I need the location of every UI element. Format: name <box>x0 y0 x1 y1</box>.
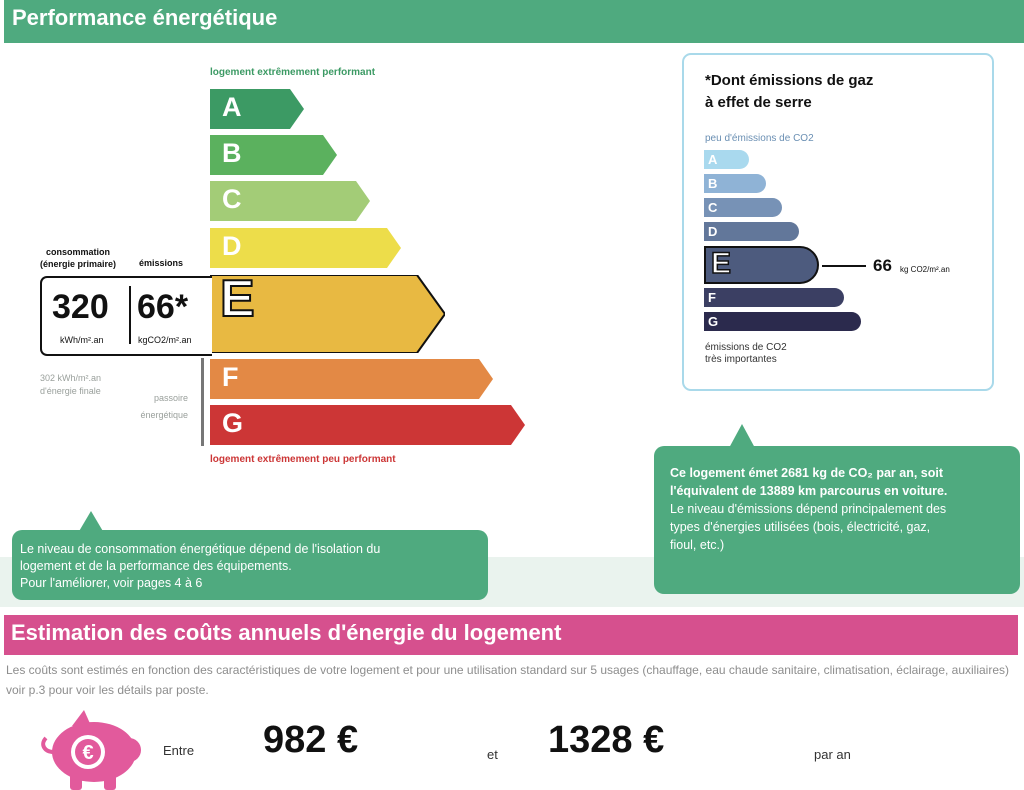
energy-class-d: D <box>210 228 401 268</box>
callout-left-line1: Le niveau de consommation énergétique dé… <box>20 542 381 556</box>
piggy-bank-icon: € <box>41 710 141 790</box>
consumption-divider <box>129 286 131 344</box>
costs-title: Estimation des coûts annuels d'énergie d… <box>11 620 562 645</box>
callout-right-bold-line1: Ce logement émet 2681 kg de CO₂ par an, … <box>670 466 943 480</box>
costs-header: Estimation des coûts annuels d'énergie d… <box>4 615 1018 655</box>
co2-value-unit: kg CO2/m².an <box>900 265 950 274</box>
consumption-box <box>40 276 212 356</box>
section-header: Performance énergétique <box>4 0 1024 43</box>
co2-top-label: peu d'émissions de CO2 <box>705 133 814 144</box>
co2-bottom-line2: très importantes <box>705 354 777 365</box>
energy-class-g: G <box>210 405 525 445</box>
costs-description: Les coûts sont estimés en fonction des c… <box>6 663 1010 697</box>
co2-class-letter: E <box>710 246 732 281</box>
callout-right-line3: Le niveau d'émissions dépend principalem… <box>670 502 947 516</box>
consumption-header: consommation (énergie primaire) <box>28 246 128 270</box>
callout-left-line2: logement et de la performance des équipe… <box>20 559 292 573</box>
callout-right-bold-line2: l'équivalent de 13889 km parcourus en vo… <box>670 484 948 498</box>
consumption-header-line1: consommation <box>45 247 110 257</box>
co2-class-a: A <box>704 150 749 169</box>
callout-left-line3: Pour l'améliorer, voir pages 4 à 6 <box>20 576 203 590</box>
callout-left: Le niveau de consommation énergétique dé… <box>12 530 488 600</box>
energy-class-letter: A <box>222 92 242 122</box>
energy-class-letter: F <box>222 362 239 392</box>
energy-class-letter: E <box>219 269 256 329</box>
callout-right-line4: types d'énergies utilisées (bois, électr… <box>670 520 931 534</box>
consumption-unit: kWh/m².an <box>60 335 104 345</box>
co2-class-letter: A <box>708 152 718 167</box>
final-energy-line1: 302 kWh/m².an <box>40 373 102 383</box>
energy-class-a: A <box>210 89 304 129</box>
co2-bottom-line1: émissions de CO2 <box>705 342 787 353</box>
final-energy-note: 302 kWh/m².an d'énergie finale <box>40 372 101 398</box>
co2-class-e: E <box>704 246 819 284</box>
energy-class-c: C <box>210 181 370 221</box>
scale-bottom-label: logement extrêmement peu performant <box>210 454 396 465</box>
and-label: et <box>487 747 498 762</box>
co2-class-letter: B <box>708 176 718 191</box>
energy-class-letter: B <box>222 138 242 168</box>
co2-class-letter: F <box>708 290 716 305</box>
passoire-bracket <box>201 358 204 446</box>
final-energy-line2: d'énergie finale <box>40 386 101 396</box>
passoire-line1: passoire <box>153 393 188 403</box>
co2-class-g: G <box>704 312 861 331</box>
between-label: Entre <box>163 743 195 758</box>
euro-symbol: € <box>82 742 93 764</box>
per-year-label: par an <box>814 747 851 762</box>
co2-class-letter: C <box>708 200 718 215</box>
passoire-note: passoire énergétique <box>120 390 188 424</box>
consumption-header-line2: (énergie primaire) <box>39 259 117 269</box>
callout-left-pointer <box>78 511 104 533</box>
energy-class-b: B <box>210 135 337 175</box>
co2-class-f: F <box>704 288 844 307</box>
co2-pointer-line <box>822 265 866 267</box>
energy-class-letter: G <box>222 408 244 438</box>
co2-class-letter: D <box>708 224 718 239</box>
callout-right-line5: fioul, etc.) <box>670 538 725 552</box>
co2-title-line2: à effet de serre <box>705 94 812 111</box>
co2-class-letter: G <box>708 314 719 329</box>
energy-class-e: E <box>210 269 445 353</box>
callout-right: Ce logement émet 2681 kg de CO₂ par an, … <box>654 446 1020 594</box>
energy-class-letter: D <box>222 231 242 261</box>
emissions-header: émissions <box>139 258 184 268</box>
emissions-value: 66* <box>137 288 189 326</box>
co2-class-b: B <box>704 174 766 193</box>
co2-value: 66 <box>873 256 892 275</box>
max-cost-value: 1328 € <box>548 719 665 761</box>
energy-class-letter: C <box>222 184 242 214</box>
co2-class-c: C <box>704 198 782 217</box>
co2-bottom-label: émissions de CO2 très importantes <box>705 342 787 366</box>
co2-title-line1: *Dont émissions de gaz <box>705 72 874 89</box>
energy-class-f: F <box>210 359 493 399</box>
scale-top-label: logement extrêmement performant <box>210 67 376 78</box>
emissions-unit: kgCO2/m².an <box>138 335 192 345</box>
co2-title: *Dont émissions de gaz à effet de serre <box>705 70 873 114</box>
passoire-line2: énergétique <box>140 410 188 420</box>
callout-right-pointer <box>729 424 755 448</box>
min-cost-value: 982 € <box>263 719 359 761</box>
section-title: Performance énergétique <box>12 5 278 30</box>
consumption-value: 320 <box>52 288 109 326</box>
co2-class-d: D <box>704 222 799 241</box>
